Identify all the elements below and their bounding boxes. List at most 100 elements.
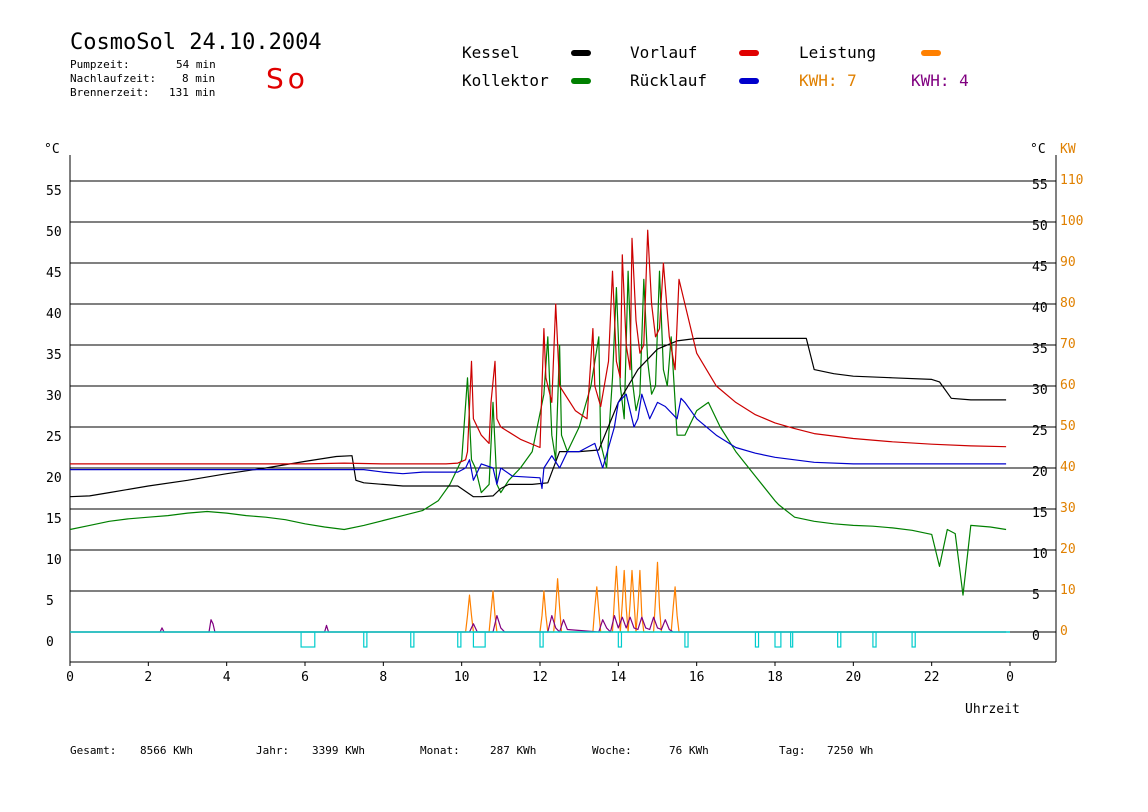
y-tick-label-left: 35 <box>46 348 62 363</box>
y-tick-label-right: 30 <box>1032 383 1048 398</box>
x-tick-label: 4 <box>223 670 231 685</box>
y-tick-label-right: 20 <box>1032 465 1048 480</box>
x-axis-label: Uhrzeit <box>965 702 1020 717</box>
series-vorlauf <box>70 229 1007 465</box>
series-kwh-purple <box>70 615 1007 633</box>
kw-tick-label: 60 <box>1060 378 1076 393</box>
footer-woche-label: Woche: <box>592 744 632 757</box>
kw-tick-label: 10 <box>1060 583 1076 598</box>
series-kollektor <box>69 270 1007 596</box>
y-tick-label-right: 5 <box>1032 588 1040 603</box>
pump-pulse <box>790 631 794 648</box>
footer-tag-value: 7250 Wh <box>827 744 874 757</box>
kw-tick-label: 80 <box>1060 296 1076 311</box>
y-tick-label-left: 0 <box>46 635 54 650</box>
x-tick-label: 2 <box>144 670 152 685</box>
y-tick-label-right: 10 <box>1032 547 1048 562</box>
y-tick-label-left: 25 <box>46 430 62 445</box>
legend-kollektor-swatch <box>571 78 591 84</box>
pump-pulse <box>300 631 316 648</box>
x-tick-label: 8 <box>379 670 387 685</box>
x-tick-label: 0 <box>66 670 74 685</box>
y-tick-label-left: 20 <box>46 471 62 486</box>
x-tick-label: 10 <box>454 670 470 685</box>
kw-tick-label: 20 <box>1060 542 1076 557</box>
footer-monat-label: Monat: <box>420 744 460 757</box>
kw-tick-label: 110 <box>1060 173 1083 188</box>
footer-woche-value: 76 KWh <box>669 744 709 757</box>
legend-ruecklauf-swatch <box>739 78 759 84</box>
pump-pulse <box>539 631 544 648</box>
kw-tick-label: 40 <box>1060 460 1076 475</box>
pump-pulse <box>457 631 462 648</box>
footer-gesamt-label: Gesamt: <box>70 744 117 757</box>
y-tick-label-left: 40 <box>46 307 62 322</box>
y-tick-label-left: 5 <box>46 594 54 609</box>
stat-value-pumpzeit: 54 min <box>176 58 216 71</box>
x-tick-label: 14 <box>611 670 627 685</box>
legend-kollektor-label: Kollektor <box>462 71 549 90</box>
pump-pulse <box>754 631 760 648</box>
pump-pulse <box>837 631 842 648</box>
pump-pulse <box>410 631 415 648</box>
stat-value-nachlaufzeit: 8 min <box>182 72 216 85</box>
kw-tick-label: 70 <box>1060 337 1076 352</box>
chart-title: CosmoSol 24.10.2004 <box>70 30 322 55</box>
y-tick-label-left: 30 <box>46 389 62 404</box>
kwh-orange-label: KWH: 7 <box>799 71 857 90</box>
kw-axis-unit: KW <box>1060 142 1076 157</box>
legend-kessel-label: Kessel <box>462 43 520 62</box>
y-tick-label-right: 15 <box>1032 506 1048 521</box>
kw-tick-label: 90 <box>1060 255 1076 270</box>
legend-leistung-label: Leistung <box>799 43 877 62</box>
legend-vorlauf-label: Vorlauf <box>630 43 698 62</box>
y-axis-unit-right: °C <box>1030 142 1046 157</box>
kw-tick-label: 100 <box>1060 214 1083 229</box>
x-tick-label: 16 <box>689 670 705 685</box>
series-ruecklauf <box>70 393 1007 490</box>
y-tick-label-left: 15 <box>46 512 62 527</box>
pump-pulse <box>684 631 689 648</box>
kw-tick-label: 50 <box>1060 419 1076 434</box>
legend-leistung-swatch <box>921 50 941 56</box>
pump-pulse <box>872 631 877 648</box>
pump-pulse <box>911 631 916 648</box>
y-tick-label-right: 25 <box>1032 424 1048 439</box>
footer-gesamt-value: 8566 KWh <box>140 744 193 757</box>
y-tick-label-right: 55 <box>1032 178 1048 193</box>
x-tick-label: 22 <box>924 670 940 685</box>
footer-jahr-value: 3399 KWh <box>312 744 365 757</box>
footer-tag-label: Tag: <box>779 744 806 757</box>
y-tick-label-left: 45 <box>46 266 62 281</box>
kwh-purple-label: KWH: 4 <box>911 71 969 90</box>
stat-value-brennerzeit: 131 min <box>169 86 216 99</box>
pump-pulse <box>617 631 623 648</box>
x-tick-label: 0 <box>1006 670 1014 685</box>
pump-pulse <box>774 631 782 648</box>
y-tick-label-right: 50 <box>1032 219 1048 234</box>
legend-ruecklauf-label: Rücklauf <box>630 71 708 90</box>
y-tick-label-right: 35 <box>1032 342 1048 357</box>
pump-pulse <box>363 631 368 648</box>
x-tick-label: 18 <box>767 670 783 685</box>
legend-vorlauf-swatch <box>739 50 759 56</box>
stat-label-pumpzeit: Pumpzeit: <box>70 58 130 71</box>
y-tick-label-left: 10 <box>46 553 62 568</box>
stat-label-brennerzeit: Brennerzeit: <box>70 86 150 99</box>
stat-label-nachlaufzeit: Nachlaufzeit: <box>70 72 157 85</box>
kw-tick-label: 0 <box>1060 624 1068 639</box>
y-tick-label-right: 0 <box>1032 629 1040 644</box>
legend-kessel-swatch <box>571 50 591 56</box>
y-tick-label-right: 45 <box>1032 260 1048 275</box>
y-tick-label-left: 50 <box>46 225 62 240</box>
day-label: So <box>266 62 309 95</box>
x-tick-label: 6 <box>301 670 309 685</box>
y-tick-label-left: 55 <box>46 184 62 199</box>
kw-tick-label: 30 <box>1060 501 1076 516</box>
y-axis-unit-left: °C <box>44 142 60 157</box>
pump-pulse <box>472 631 486 648</box>
series-kessel <box>69 337 1007 498</box>
x-tick-label: 20 <box>846 670 862 685</box>
y-tick-label-right: 40 <box>1032 301 1048 316</box>
